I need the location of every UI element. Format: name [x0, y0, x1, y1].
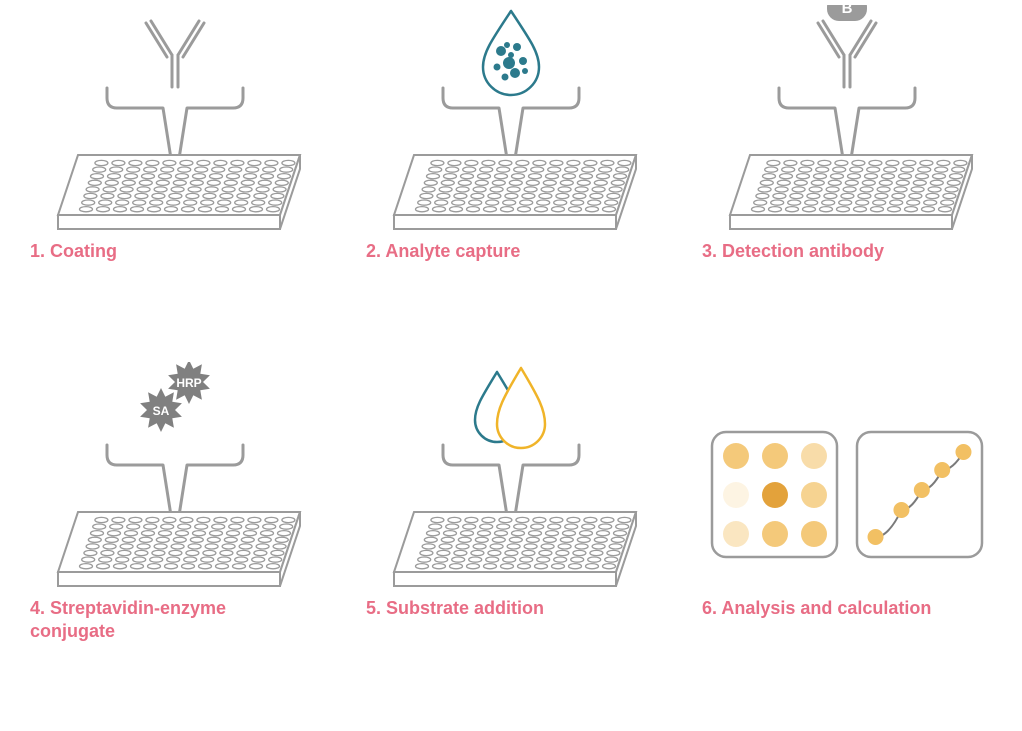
well-plate-icon	[30, 5, 320, 235]
hrp-badge-label: HRP	[176, 376, 201, 390]
well-plate-icon	[366, 5, 656, 235]
well-plate-icon: HRP SA	[30, 362, 320, 592]
step-detection: B	[702, 5, 992, 235]
well-plate-icon: B	[702, 5, 992, 235]
droplet-icon	[483, 11, 539, 95]
sa-badge-label: SA	[153, 404, 170, 418]
caption-coating: 1. Coating	[30, 240, 310, 263]
well-plate-icon	[366, 362, 656, 592]
caption-substrate: 5. Substrate addition	[366, 597, 646, 620]
caption-detection: 3. Detection antibody	[702, 240, 982, 263]
caption-analysis: 6. Analysis and calculation	[702, 597, 982, 620]
step-analysis	[702, 362, 992, 592]
analysis-panel-icon	[702, 362, 992, 592]
biotin-badge-label: B	[842, 5, 853, 17]
antibody_b-icon: B	[818, 5, 876, 87]
step-substrate	[366, 362, 656, 592]
elisa-workflow-diagram: 1. Coating 2. Analyte capture B 3. Detectio…	[0, 0, 1022, 731]
step-coating	[30, 5, 320, 235]
antibody-icon	[146, 21, 204, 87]
step-capture	[366, 5, 656, 235]
step-conjugate: HRP SA	[30, 362, 320, 592]
caption-conjugate: 4. Streptavidin-enzyme conjugate	[30, 597, 310, 644]
caption-capture: 2. Analyte capture	[366, 240, 646, 263]
conjugate-icon: HRP SA	[140, 362, 210, 432]
two_drops-icon	[475, 368, 545, 448]
